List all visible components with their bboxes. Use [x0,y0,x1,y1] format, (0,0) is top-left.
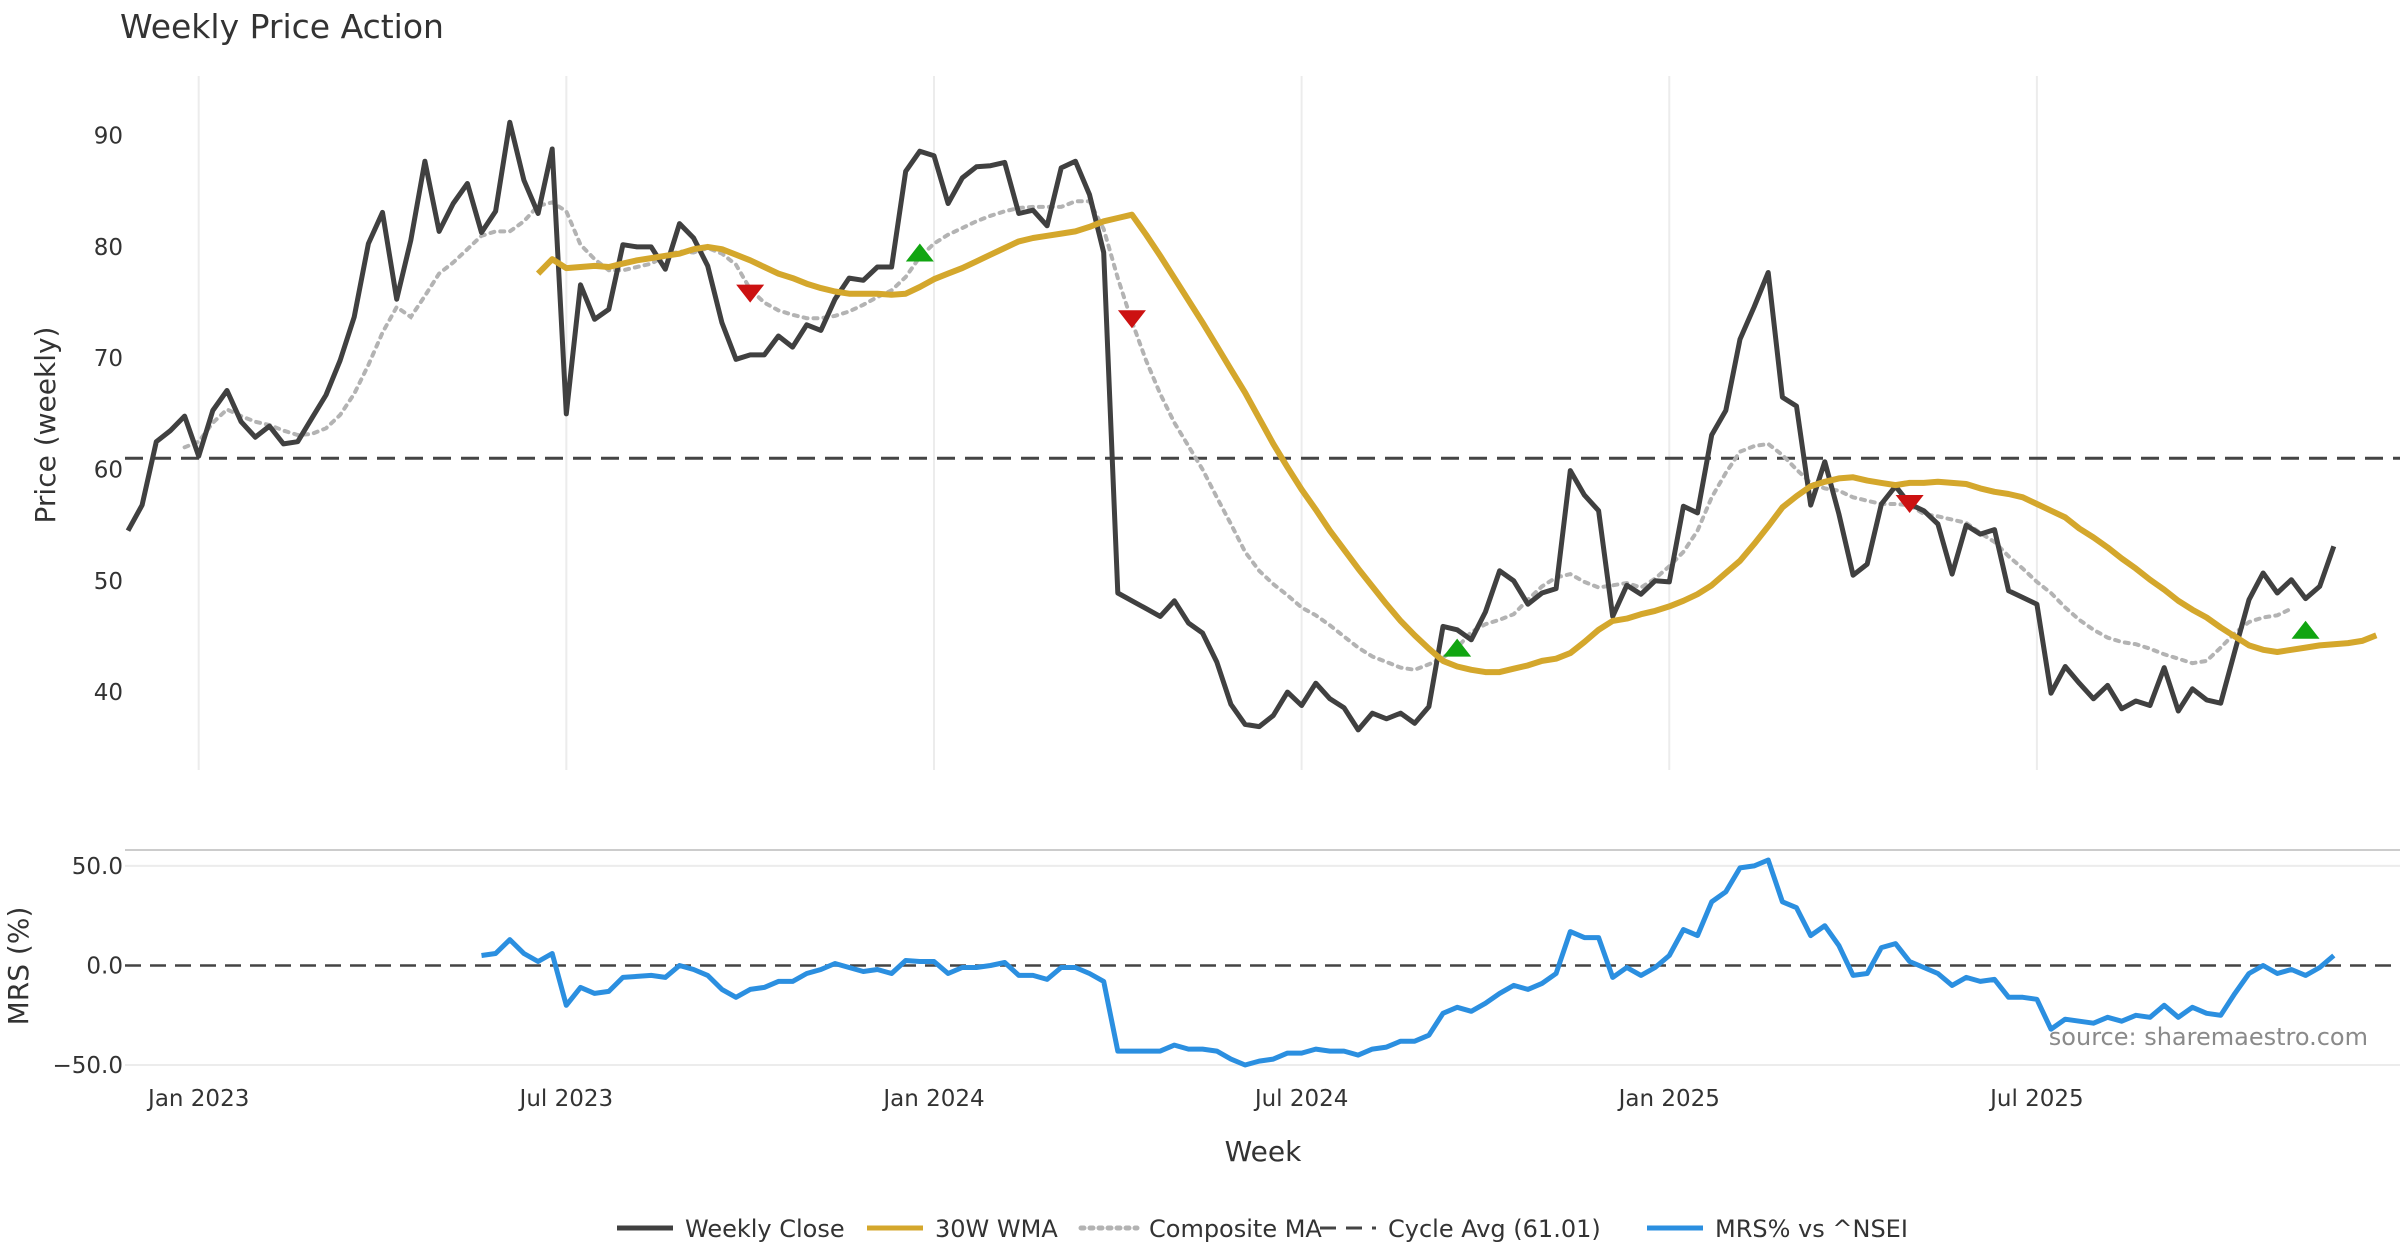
legend-label: Cycle Avg (61.01) [1388,1215,1601,1243]
mrs-y-tick-label: 0.0 [86,953,123,979]
x-tick-label: Jan 2023 [146,1086,249,1112]
price-y-tick-label: 80 [94,235,123,261]
price-y-axis-label: Price (weekly) [29,327,62,524]
price-panel: 40 50 60 70 80 90 Price (weekly) [29,76,2400,770]
legend-label: Composite MA [1149,1215,1322,1243]
legend-label: 30W WMA [935,1215,1058,1243]
composite-ma-series-line [182,199,2294,672]
source-label: source: sharemaestro.com [2049,1023,2368,1051]
mrs-series-line [481,857,2336,1068]
x-tick-label: Jan 2025 [1617,1086,1720,1112]
signal-markers [736,243,2320,657]
chart-title: Weekly Price Action [120,7,444,46]
legend: Weekly Close 30W WMA Composite MA Cycle Avg… [617,1215,1908,1243]
sell-signal-marker [1895,495,1924,514]
x-tick-label: Jan 2024 [881,1086,984,1112]
wma-30w-series-line [535,211,2378,676]
legend-label: MRS% vs ^NSEI [1715,1215,1908,1243]
buy-signal-marker [1443,638,1472,657]
weekly-close-series-line [125,119,2337,733]
mrs-panel: −50.0 0.0 50.0 MRS (%) source: sharemaestr… [2,854,2400,1079]
mrs-y-tick-label: 50.0 [72,854,123,880]
buy-signal-marker [2291,620,2320,639]
sell-signal-marker [736,284,765,303]
price-y-tick-label: 40 [94,680,123,706]
mrs-y-ticks: −50.0 0.0 50.0 [53,854,123,1079]
price-y-tick-label: 90 [94,124,123,150]
mrs-y-tick-label: −50.0 [53,1053,123,1079]
x-tick-label: Jul 2023 [518,1086,614,1112]
price-y-tick-label: 50 [94,569,123,595]
buy-signal-marker [905,243,934,262]
x-axis-ticks: Jan 2023 Jul 2023 Jan 2024 Jul 2024 Jan 2025… [146,1086,2084,1112]
legend-label: Weekly Close [685,1215,845,1243]
x-axis-label: Week [1225,1135,1302,1168]
price-y-tick-label: 60 [94,458,123,484]
price-gridlines [197,76,2038,770]
x-tick-label: Jul 2024 [1253,1086,1349,1112]
mrs-y-axis-label: MRS (%) [2,907,35,1026]
sell-signal-marker [1117,310,1146,329]
price-y-tick-label: 70 [94,346,123,372]
price-y-ticks: 40 50 60 70 80 90 [94,124,123,706]
x-tick-label: Jul 2025 [1988,1086,2084,1112]
mrs-gridlines [125,864,2400,1067]
